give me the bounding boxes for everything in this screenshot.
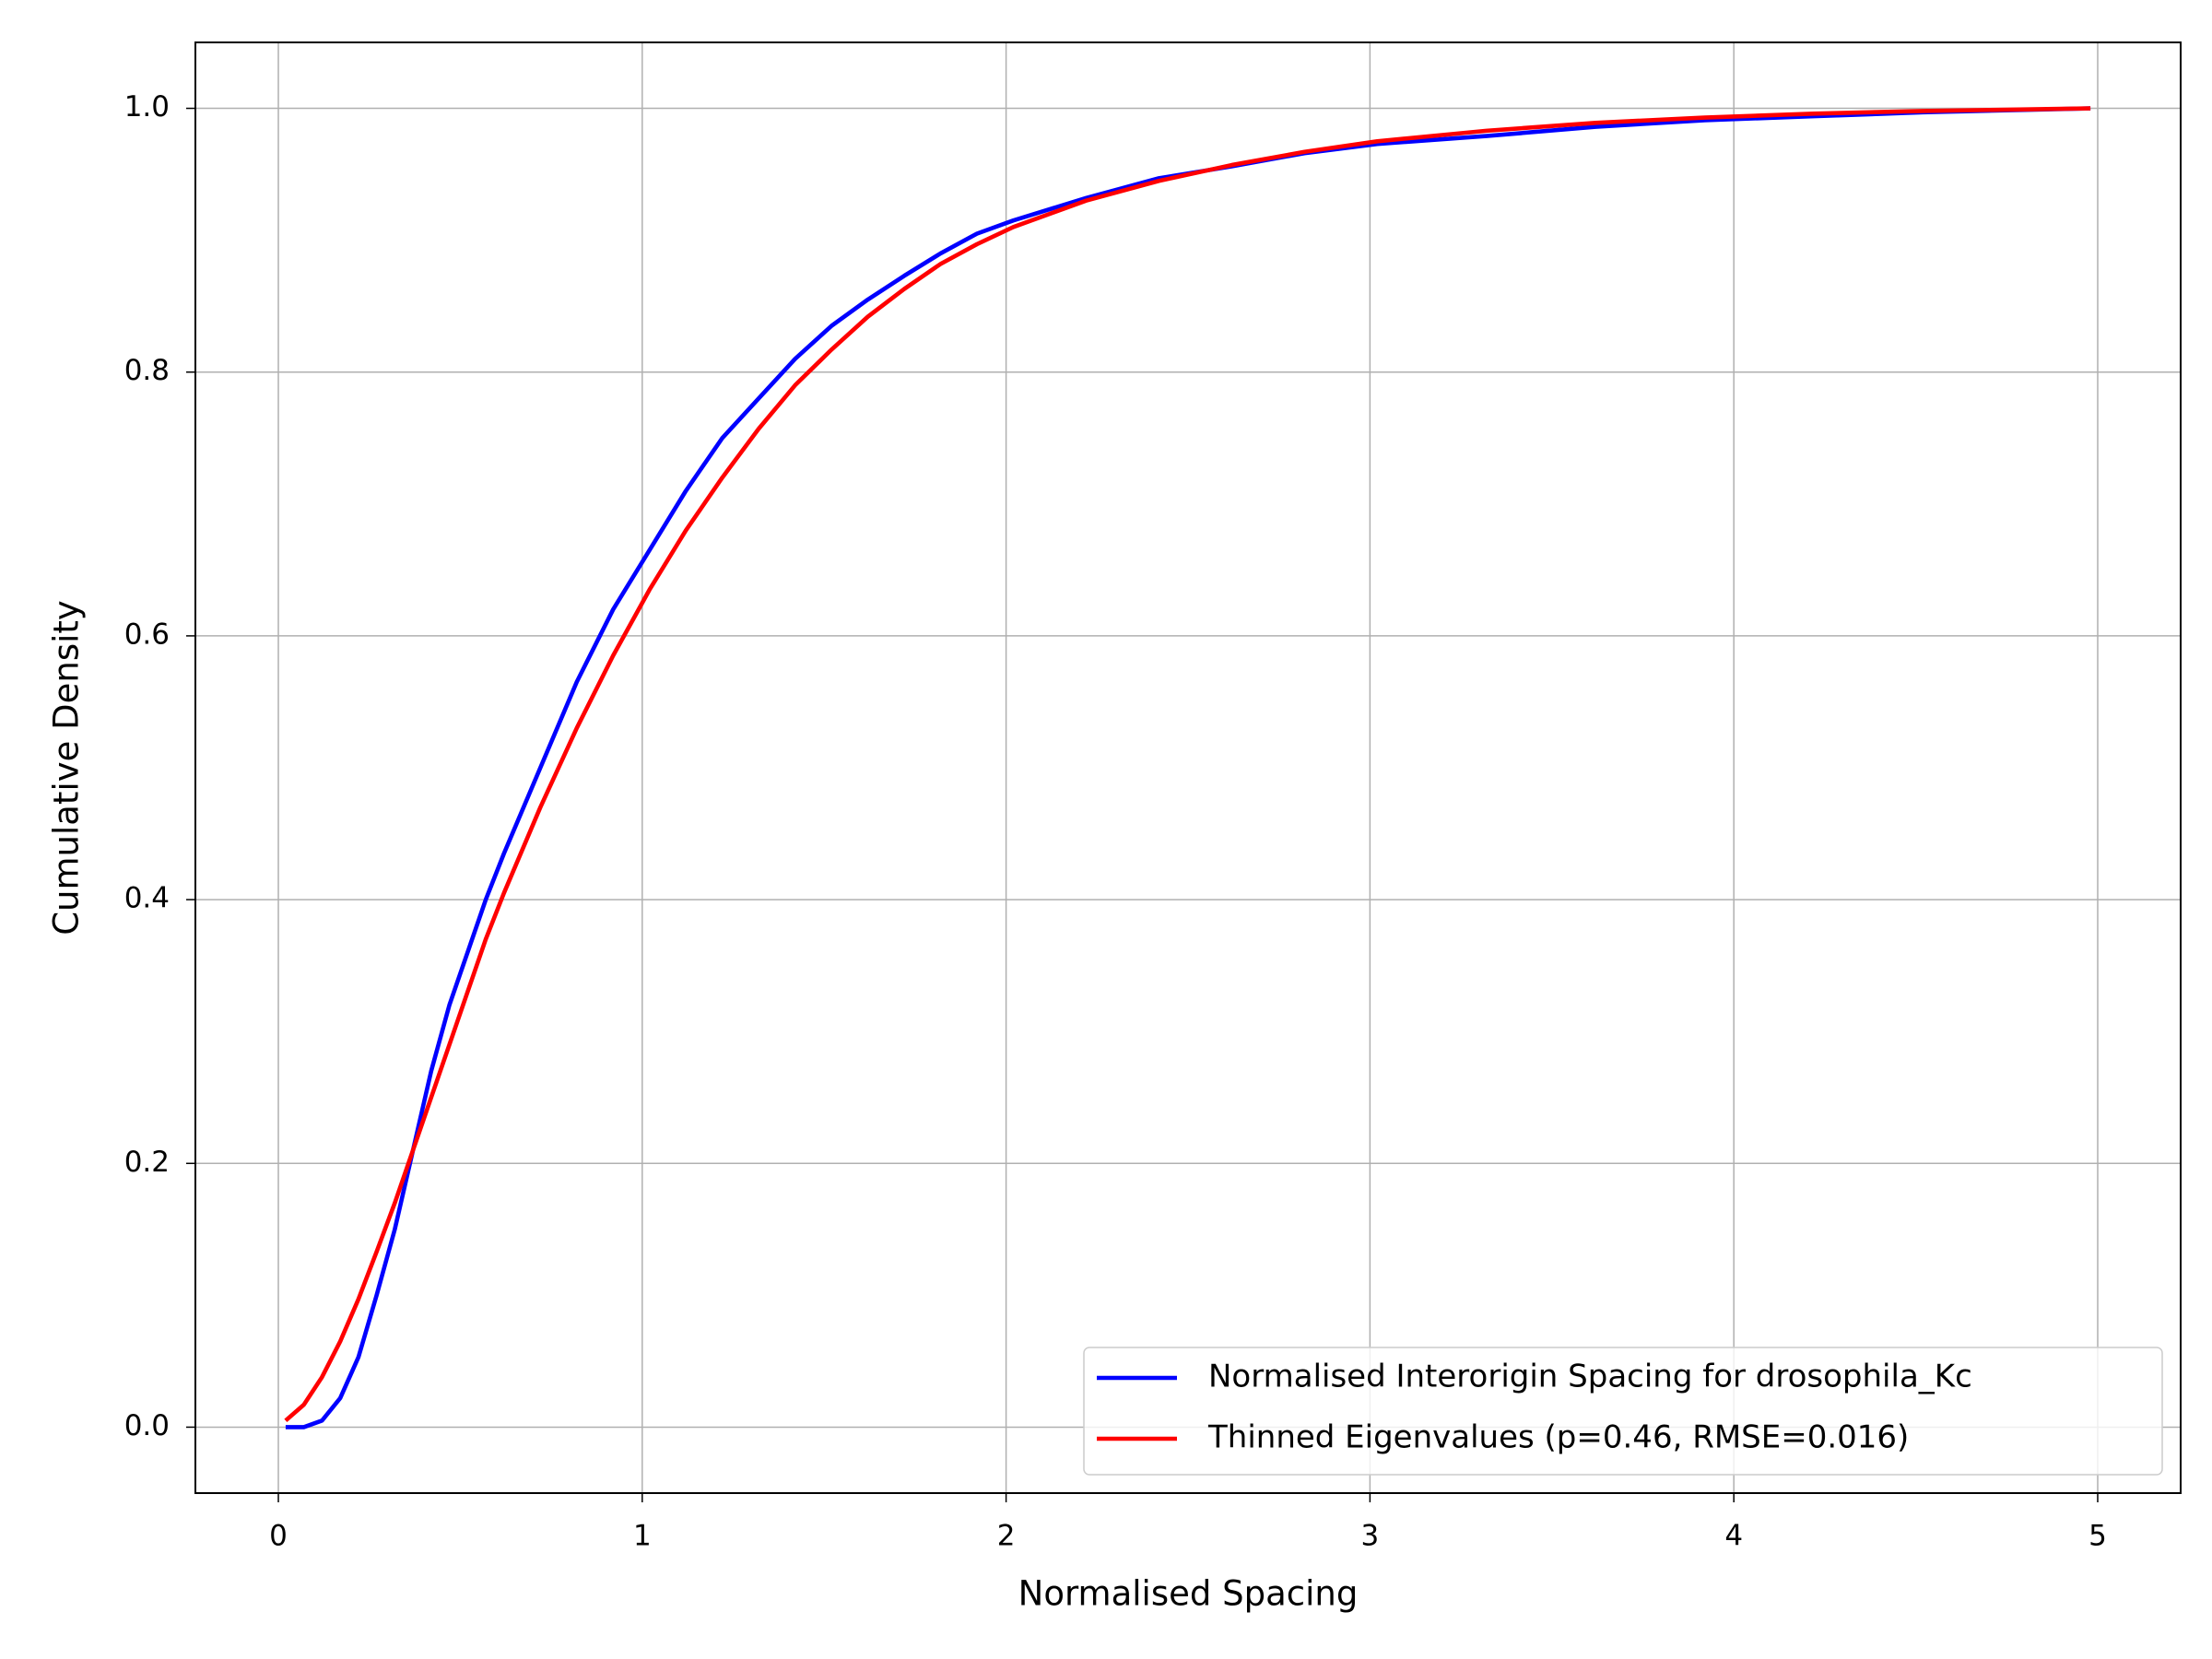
legend-label: Normalised Interorigin Spacing for droso… [1208,1359,1972,1395]
y-axis-label: Cumulative Density [47,600,87,935]
y-tick-label: 0.0 [124,1409,170,1442]
plot-frame [194,41,2182,1494]
y-tick-label: 0.2 [124,1146,170,1179]
line-series [285,106,2091,1430]
x-tick-label: 0 [269,1520,288,1553]
y-tick-label: 0.6 [124,618,170,651]
y-tick-label: 0.4 [124,882,170,915]
x-tick-label: 4 [1724,1520,1743,1553]
x-tick-label: 3 [1361,1520,1380,1553]
x-tick-label: 1 [633,1520,652,1553]
legend-box [1083,1347,2163,1476]
line-series [284,106,2091,1423]
x-tick-label: 5 [2088,1520,2107,1553]
legend-label: Thinned Eigenvalues (p=0.46, RMSE=0.016) [1207,1419,1909,1456]
x-tick-label: 2 [997,1520,1016,1553]
y-tick-label: 0.8 [124,354,170,387]
y-tick-label: 1.0 [124,90,170,124]
x-axis-label: Normalised Spacing [1018,1574,1359,1614]
